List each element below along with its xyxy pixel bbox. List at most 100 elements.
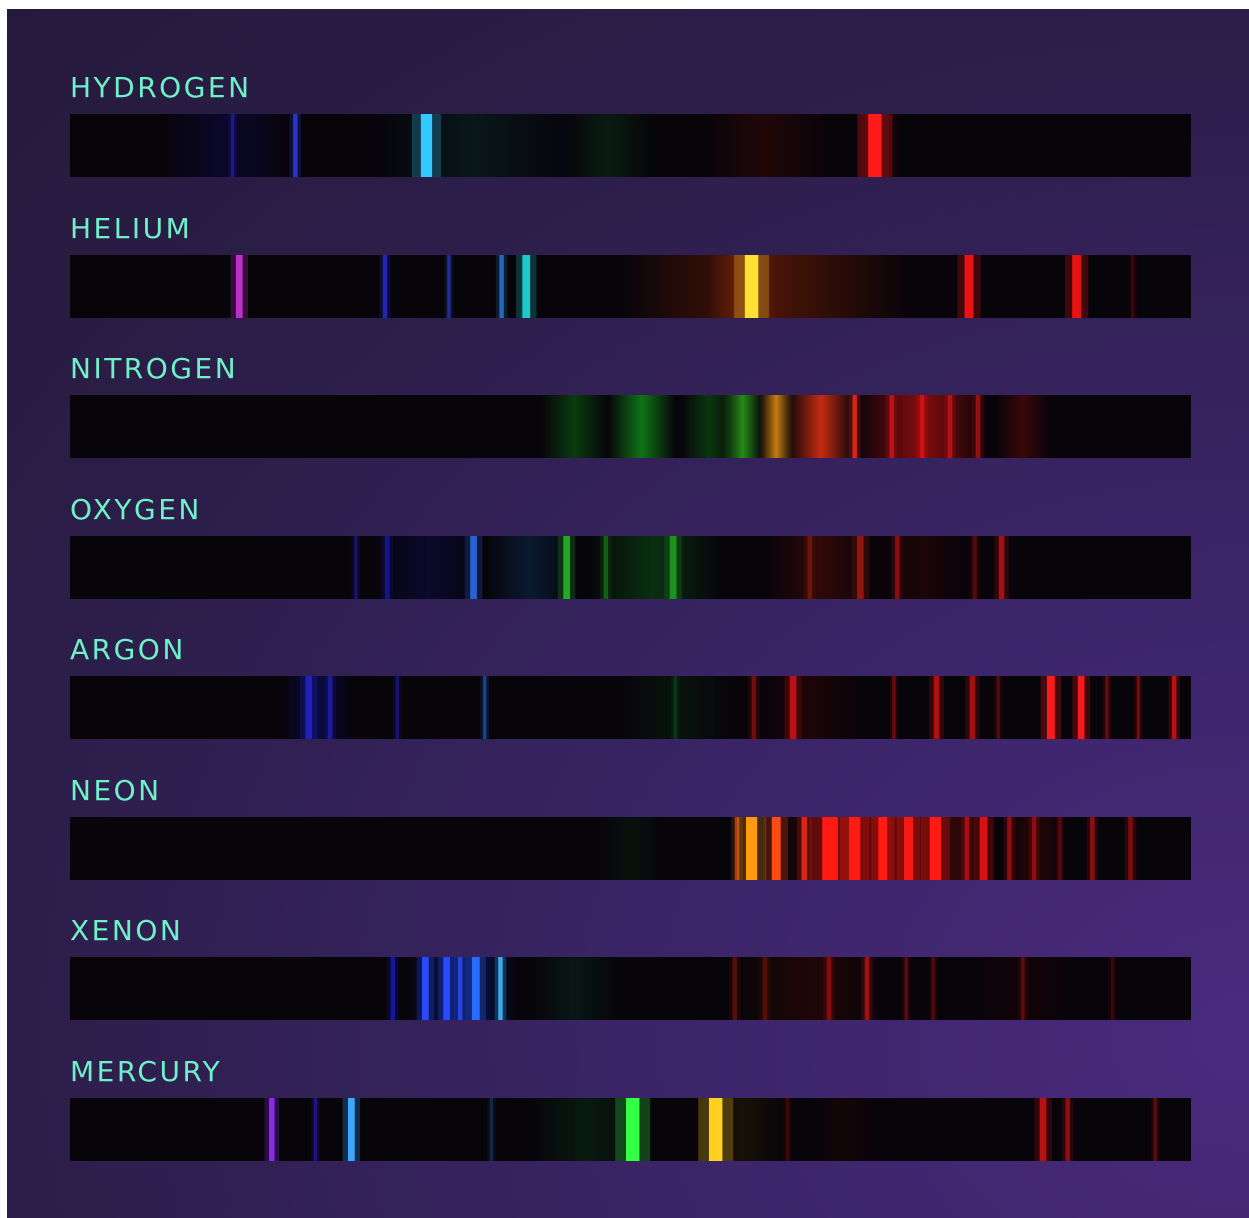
emission-line bbox=[1171, 676, 1177, 739]
emission-band bbox=[787, 395, 855, 458]
emission-band bbox=[159, 114, 295, 177]
emission-band bbox=[994, 395, 1051, 458]
spectrum-strip bbox=[70, 816, 1191, 880]
emission-line bbox=[785, 1097, 790, 1161]
emission-line bbox=[293, 114, 298, 177]
emission-line bbox=[996, 676, 1000, 739]
spectrum-strip bbox=[70, 957, 1191, 1020]
emission-band bbox=[877, 535, 967, 599]
emission-line bbox=[313, 1097, 318, 1161]
emission-line bbox=[979, 816, 988, 880]
spectrum-image bbox=[540, 395, 1051, 458]
emission-line bbox=[864, 957, 870, 1020]
emission-line bbox=[998, 535, 1005, 599]
emission-line bbox=[499, 254, 504, 318]
emission-line bbox=[929, 816, 942, 880]
emission-line bbox=[354, 535, 358, 599]
emission-line bbox=[822, 816, 838, 880]
emission-line bbox=[762, 957, 768, 1020]
emission-line bbox=[268, 1097, 275, 1161]
emission-line bbox=[931, 957, 935, 1020]
emission-line bbox=[1131, 254, 1135, 318]
emission-line bbox=[789, 676, 797, 739]
emission-line bbox=[305, 676, 313, 739]
emission-line bbox=[1090, 816, 1095, 880]
emission-line bbox=[1046, 676, 1055, 739]
emission-line bbox=[856, 535, 864, 599]
emission-line bbox=[1128, 816, 1133, 880]
emission-line bbox=[327, 676, 333, 739]
emission-line bbox=[471, 957, 480, 1020]
emission-line bbox=[889, 395, 894, 458]
emission-line bbox=[385, 535, 390, 599]
emission-band bbox=[529, 1097, 642, 1161]
emission-line bbox=[421, 957, 429, 1020]
spectrum-image bbox=[264, 1097, 1160, 1161]
emission-line bbox=[498, 957, 503, 1020]
emission-line bbox=[1039, 1097, 1047, 1161]
emission-line bbox=[395, 676, 400, 739]
emission-line bbox=[1110, 957, 1115, 1020]
emission-line bbox=[708, 1097, 723, 1161]
emission-band bbox=[372, 114, 575, 177]
emission-line bbox=[669, 535, 677, 599]
emission-line bbox=[849, 816, 861, 880]
spectrum-image bbox=[596, 816, 1137, 880]
emission-band bbox=[731, 957, 889, 1020]
emission-line bbox=[947, 395, 953, 458]
emission-line bbox=[382, 254, 388, 318]
emission-line bbox=[626, 1097, 640, 1161]
spectrum-strip bbox=[70, 114, 1191, 177]
emission-line bbox=[1031, 816, 1037, 880]
element-name: OXYGEN bbox=[70, 492, 202, 526]
emission-line bbox=[868, 114, 882, 177]
spectrum-image bbox=[282, 676, 1181, 739]
spectrum-strip bbox=[70, 535, 1191, 599]
emission-line bbox=[1077, 676, 1085, 739]
emission-line bbox=[771, 816, 781, 880]
spectrum-strip bbox=[70, 676, 1191, 739]
spectrum-strip bbox=[70, 254, 1191, 318]
element-name: NEON bbox=[70, 773, 162, 807]
emission-line bbox=[1105, 676, 1109, 739]
emission-band bbox=[697, 114, 833, 177]
spectrum-strip bbox=[70, 395, 1191, 458]
emission-line bbox=[1153, 1097, 1157, 1161]
emission-line bbox=[975, 395, 981, 458]
emission-line bbox=[732, 957, 737, 1020]
spectrum-strip bbox=[70, 1097, 1191, 1161]
emission-line bbox=[1058, 816, 1062, 880]
emission-line bbox=[390, 957, 396, 1020]
emission-line bbox=[852, 395, 857, 458]
emission-line bbox=[673, 676, 678, 739]
emission-line bbox=[457, 957, 463, 1020]
emission-line bbox=[235, 254, 243, 318]
emission-line bbox=[807, 535, 813, 599]
emission-band bbox=[529, 957, 620, 1020]
emission-line bbox=[964, 254, 974, 318]
emission-line bbox=[895, 535, 900, 599]
emission-line bbox=[751, 676, 757, 739]
emission-line bbox=[878, 816, 888, 880]
emission-line bbox=[826, 957, 832, 1020]
emission-band bbox=[722, 395, 763, 458]
emission-line bbox=[904, 957, 908, 1020]
emission-line bbox=[489, 1097, 494, 1161]
emission-band bbox=[282, 676, 351, 739]
emission-line bbox=[904, 816, 913, 880]
emission-band bbox=[708, 254, 777, 318]
emission-line bbox=[801, 816, 808, 880]
emission-band bbox=[372, 535, 485, 599]
emission-line bbox=[603, 535, 609, 599]
spectrum-image bbox=[159, 114, 900, 177]
emission-line bbox=[563, 535, 570, 599]
emission-line bbox=[1021, 957, 1025, 1020]
emission-line bbox=[447, 254, 451, 318]
emission-line bbox=[420, 114, 433, 177]
element-name: MERCURY bbox=[70, 1054, 223, 1088]
emission-band bbox=[753, 676, 866, 739]
emission-band bbox=[596, 816, 665, 880]
emission-line bbox=[1007, 816, 1012, 880]
emission-line bbox=[964, 816, 970, 880]
emission-line bbox=[745, 816, 758, 880]
